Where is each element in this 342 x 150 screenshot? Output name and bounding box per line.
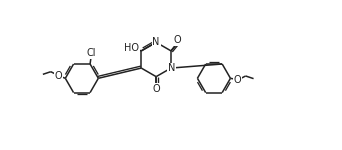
Text: O: O [173,35,181,45]
Text: O: O [234,75,241,85]
Text: N: N [153,37,160,47]
Text: O: O [55,71,63,81]
Text: N: N [168,63,175,73]
Text: Cl: Cl [86,48,96,58]
Text: O: O [152,84,160,94]
Text: HO: HO [124,43,139,53]
